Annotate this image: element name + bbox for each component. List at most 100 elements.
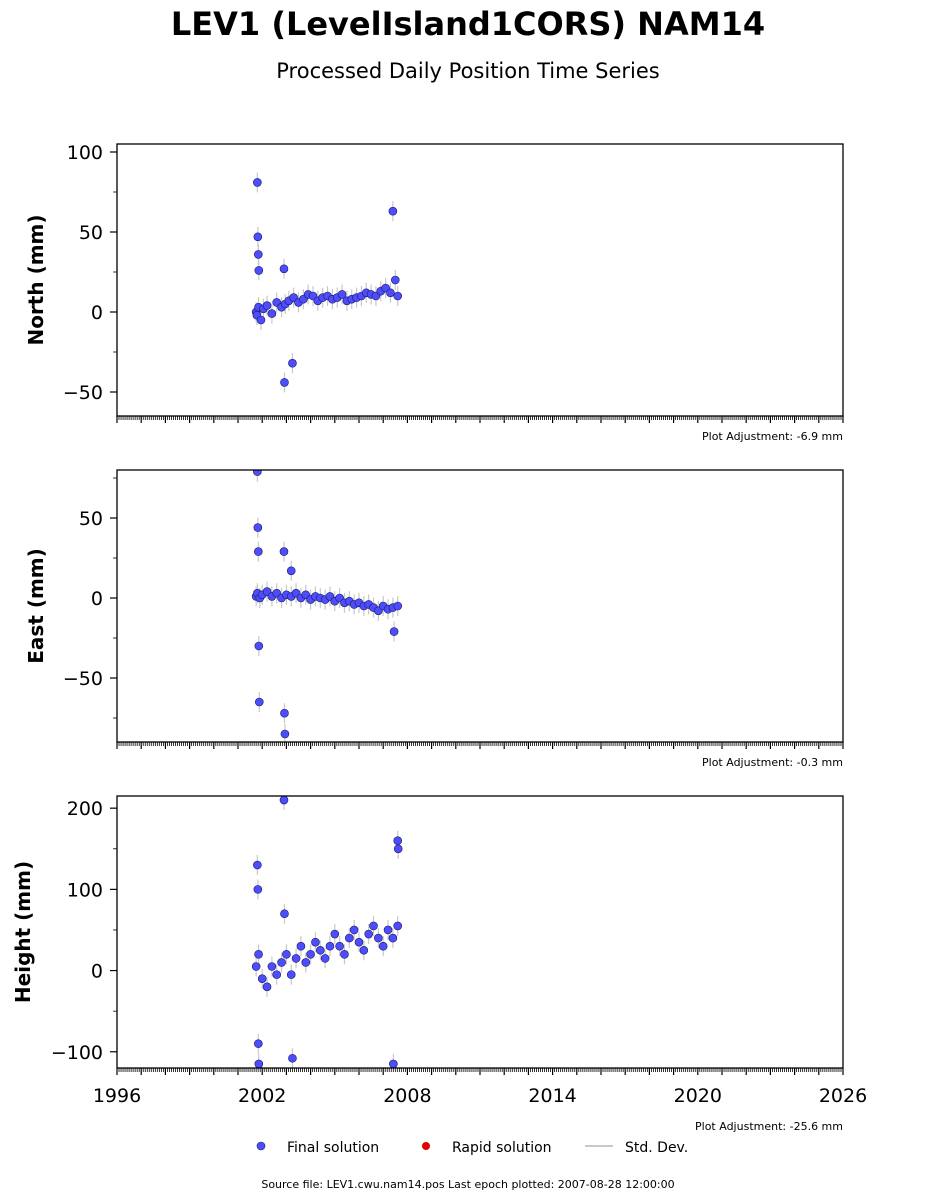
panel-1-data <box>251 470 403 742</box>
data-point <box>254 1059 264 1068</box>
panels: −50 0 50 100 North (mm) Plot Adjustment: -6.9… <box>11 142 867 1133</box>
data-point <box>393 836 403 845</box>
x-tick-label: 2002 <box>238 1085 286 1107</box>
data-point <box>279 547 289 556</box>
data-point <box>369 921 378 931</box>
x-tick-label: 1996 <box>93 1085 141 1107</box>
data-point <box>254 1039 263 1048</box>
data-point <box>280 708 289 718</box>
data-point <box>253 523 263 532</box>
data-point <box>393 291 403 301</box>
data-point <box>330 929 340 939</box>
data-point <box>335 941 344 951</box>
data-point <box>279 264 289 274</box>
data-point <box>383 925 393 935</box>
data-point <box>279 796 289 805</box>
panel-frame <box>116 143 844 417</box>
data-point <box>256 315 266 325</box>
y-tick-label: 100 <box>67 142 103 164</box>
panel-0: −50 0 50 100 North (mm) Plot Adjustment: -6.9… <box>24 142 844 443</box>
y-tick-label: −100 <box>51 1042 103 1064</box>
x-tick-label: 2008 <box>383 1085 431 1107</box>
data-point <box>272 970 282 979</box>
data-point <box>311 937 320 947</box>
data-point <box>378 941 388 951</box>
data-point <box>262 982 272 992</box>
data-point <box>253 470 262 476</box>
data-point <box>388 206 398 216</box>
panel-0-data <box>251 172 403 393</box>
data-point <box>253 860 262 870</box>
y-tick-label: 50 <box>79 222 103 244</box>
data-point <box>296 941 306 951</box>
panel-frame <box>116 795 844 1069</box>
data-point <box>393 921 403 931</box>
x-tick-label: 2014 <box>528 1085 576 1107</box>
y-tick-label: −50 <box>63 382 103 404</box>
plot-adjustment: Plot Adjustment: -0.3 mm <box>702 756 843 769</box>
panel-2-data <box>251 796 403 1068</box>
data-point <box>340 950 349 959</box>
data-point <box>359 945 369 955</box>
chart-title: LEV1 (LevelIsland1CORS) NAM14 <box>171 5 765 43</box>
data-point <box>253 885 263 894</box>
data-point <box>280 378 289 387</box>
panel-2: 1996 2002 2008 2014 2020 2026 −100 0 100 200 Heigh… <box>11 795 867 1133</box>
data-point <box>374 933 383 943</box>
legend-std-label: Std. Dev. <box>625 1140 688 1156</box>
data-point <box>251 962 261 971</box>
data-point <box>254 697 264 707</box>
data-point <box>364 929 373 939</box>
x-ticks <box>116 742 844 749</box>
data-point <box>286 970 296 979</box>
y-tick-label: 0 <box>91 302 103 324</box>
data-point <box>393 601 403 611</box>
source-info: Source file: LEV1.cwu.nam14.pos Last epo… <box>261 1178 674 1191</box>
data-point <box>257 974 267 983</box>
x-ticks <box>116 416 844 423</box>
data-point <box>315 945 325 955</box>
data-point <box>253 178 262 187</box>
legend-final-label: Final solution <box>287 1140 379 1156</box>
data-point <box>337 290 347 299</box>
data-point <box>349 925 359 935</box>
data-point <box>389 627 399 636</box>
legend-rapid-label: Rapid solution <box>452 1140 552 1156</box>
y-tick-label: 0 <box>91 961 103 983</box>
y-axis-label: Height (mm) <box>11 861 35 1003</box>
data-point <box>325 941 335 951</box>
data-point <box>354 937 364 947</box>
data-point <box>306 950 315 959</box>
data-point <box>262 301 272 310</box>
data-point <box>389 1059 398 1068</box>
data-point <box>282 950 291 959</box>
y-tick-label: 50 <box>79 508 103 530</box>
x-tick-label: 2020 <box>674 1085 722 1107</box>
data-point <box>254 547 263 556</box>
data-point <box>301 958 311 967</box>
data-point <box>345 933 354 943</box>
data-point <box>288 1053 297 1063</box>
data-point <box>286 566 296 576</box>
data-point <box>288 358 297 368</box>
data-point <box>393 844 403 854</box>
legend-rapid-marker <box>422 1142 430 1150</box>
data-point <box>277 958 286 967</box>
y-tick-label: 100 <box>67 879 103 901</box>
data-point <box>388 933 398 943</box>
data-point <box>280 729 290 739</box>
legend-final-marker <box>256 1141 266 1151</box>
x-tick-label: 2026 <box>819 1085 867 1107</box>
panel-1: −50 0 50 East (mm) Plot Adjustment: -0.3 mm <box>24 469 844 769</box>
y-tick-label: −50 <box>63 668 103 690</box>
y-tick-label: 200 <box>67 798 103 820</box>
plot-adjustment: Plot Adjustment: -6.9 mm <box>702 430 843 443</box>
data-point <box>254 266 264 275</box>
data-point <box>320 954 330 963</box>
chart-subtitle: Processed Daily Position Time Series <box>276 59 660 83</box>
data-point <box>267 962 277 971</box>
data-point <box>280 909 289 919</box>
data-point <box>390 275 400 285</box>
data-point <box>386 288 395 298</box>
